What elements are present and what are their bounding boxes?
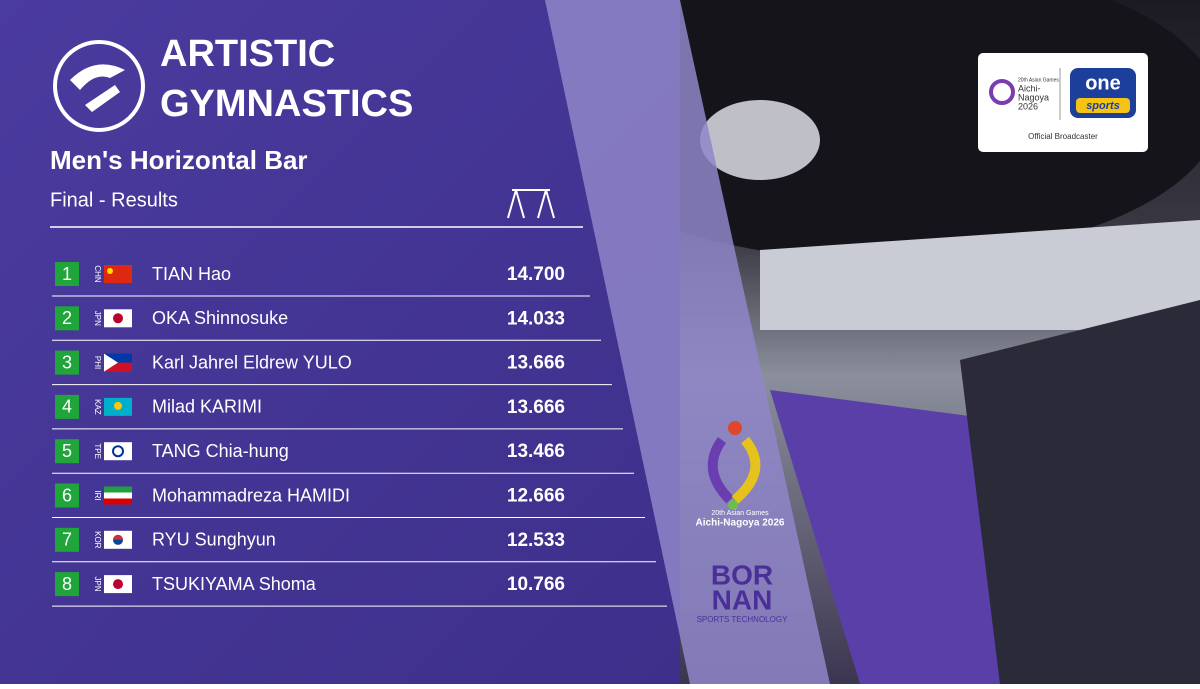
flag xyxy=(104,530,132,549)
rank-box xyxy=(55,306,79,331)
country-code: KAZ xyxy=(93,399,102,415)
games-text: Aichi-Nagoya 2026 xyxy=(696,518,785,529)
rank: 8 xyxy=(62,574,72,594)
athlete-name: RYU Sunghyun xyxy=(152,530,276,550)
country-code: TPE xyxy=(93,443,102,459)
sponsor-logo: BOR NAN SPORTS TECHNOLOGY xyxy=(697,559,789,624)
score: 10.766 xyxy=(507,574,565,595)
country-code: CHN xyxy=(93,265,102,283)
rank: 4 xyxy=(62,397,72,417)
country-code: IRI xyxy=(93,490,102,500)
result-row: 5 TPE TANG Chia-hung 13.466 xyxy=(52,439,634,474)
flag xyxy=(104,486,132,505)
score: 13.666 xyxy=(507,397,565,418)
result-row: 8 JPN TSUKIYAMA Shoma 10.766 xyxy=(52,572,667,607)
broadcaster-caption: Official Broadcaster xyxy=(1028,132,1098,141)
result-row: 4 KAZ Milad KARIMI 13.666 xyxy=(52,394,623,430)
rank: 6 xyxy=(62,485,72,505)
athlete-name: TSUKIYAMA Shoma xyxy=(152,574,317,594)
flag-emblem xyxy=(112,445,124,458)
title-line: GYMNASTICS xyxy=(160,83,413,125)
flag xyxy=(104,397,132,416)
flag xyxy=(104,309,132,328)
flag xyxy=(104,265,132,283)
score: 12.666 xyxy=(507,486,565,507)
rank-box xyxy=(55,572,79,597)
rank: 7 xyxy=(62,530,72,550)
phase: Final - Results xyxy=(50,189,178,211)
athlete-name: Mohammadreza HAMIDI xyxy=(152,485,350,505)
result-row: 3 PHI Karl Jahrel Eldrew YULO 13.666 xyxy=(52,350,612,386)
flag-field xyxy=(104,265,132,283)
score: 13.666 xyxy=(507,353,565,374)
games-text: 20th Asian Games xyxy=(711,510,769,517)
broadcaster-text: 2026 xyxy=(1018,101,1038,111)
flag xyxy=(104,442,132,461)
athlete-name: Karl Jahrel Eldrew YULO xyxy=(152,352,352,372)
country-code: JPN xyxy=(93,311,102,326)
broadcaster-text: Nagoya xyxy=(1018,92,1049,102)
rank: 3 xyxy=(62,352,72,372)
flag-field xyxy=(104,442,132,461)
flag-disc xyxy=(113,579,123,590)
score: 14.033 xyxy=(507,308,565,329)
flag-star xyxy=(107,268,113,274)
rank-box xyxy=(55,262,79,286)
athlete-name: OKA Shinnosuke xyxy=(152,308,288,328)
result-row: 6 IRI Mohammadreza HAMIDI 12.666 xyxy=(52,483,645,518)
flag-taegeuk xyxy=(113,539,123,545)
flag-field xyxy=(104,486,132,493)
discipline-icon xyxy=(53,40,145,132)
flag-sun xyxy=(114,401,122,410)
country-code: PHI xyxy=(93,356,102,369)
games-logo: 20th Asian Games Aichi-Nagoya 2026 xyxy=(696,421,785,529)
flag-field xyxy=(104,498,132,505)
result-row: 1 CHN TIAN Hao 14.700 xyxy=(52,262,590,297)
sponsor-text: BOR xyxy=(711,559,773,590)
broadcaster-box: 20th Asian Games Aichi- Nagoya 2026 one … xyxy=(978,53,1148,152)
rank-box xyxy=(55,483,79,508)
rank: 1 xyxy=(62,264,72,284)
broadcaster-brand: one xyxy=(1085,72,1121,94)
title-line: ARTISTIC xyxy=(160,33,335,75)
flag-triangle xyxy=(104,353,118,372)
rank-box xyxy=(55,394,79,419)
rank: 5 xyxy=(62,441,72,461)
athlete-name: TANG Chia-hung xyxy=(152,441,289,461)
flag-field xyxy=(104,492,132,499)
rank-box xyxy=(55,527,79,552)
sponsor-text: NAN xyxy=(712,584,773,615)
broadcaster-text: Aichi- xyxy=(1018,83,1041,93)
sponsor-tagline: SPORTS TECHNOLOGY xyxy=(697,615,789,624)
flag-field xyxy=(104,353,132,363)
flag xyxy=(104,353,132,372)
score: 13.466 xyxy=(507,441,565,462)
athlete-name: Milad KARIMI xyxy=(152,397,262,417)
results-table: 1 CHN TIAN Hao 14.700 2 JPN OKA Shinnosuke 14.0… xyxy=(52,262,667,607)
broadcaster-text: 20th Asian Games xyxy=(1018,77,1059,83)
score: 12.533 xyxy=(507,530,565,551)
rank: 2 xyxy=(62,308,72,328)
flag-disc xyxy=(113,313,123,324)
rank-box xyxy=(55,439,79,464)
country-code: KOR xyxy=(93,531,102,549)
rank-box xyxy=(55,350,79,375)
result-row: 2 JPN OKA Shinnosuke 14.033 xyxy=(52,306,601,341)
athlete-name: TIAN Hao xyxy=(152,264,231,284)
flag xyxy=(104,575,132,594)
flag-field xyxy=(104,362,132,372)
score: 14.700 xyxy=(507,264,565,285)
broadcaster-brand: sports xyxy=(1086,100,1120,112)
apparatus-icon xyxy=(507,189,555,219)
event-name: Men's Horizontal Bar xyxy=(50,145,308,175)
result-row: 7 KOR RYU Sunghyun 12.533 xyxy=(52,527,656,563)
country-code: JPN xyxy=(93,577,102,592)
